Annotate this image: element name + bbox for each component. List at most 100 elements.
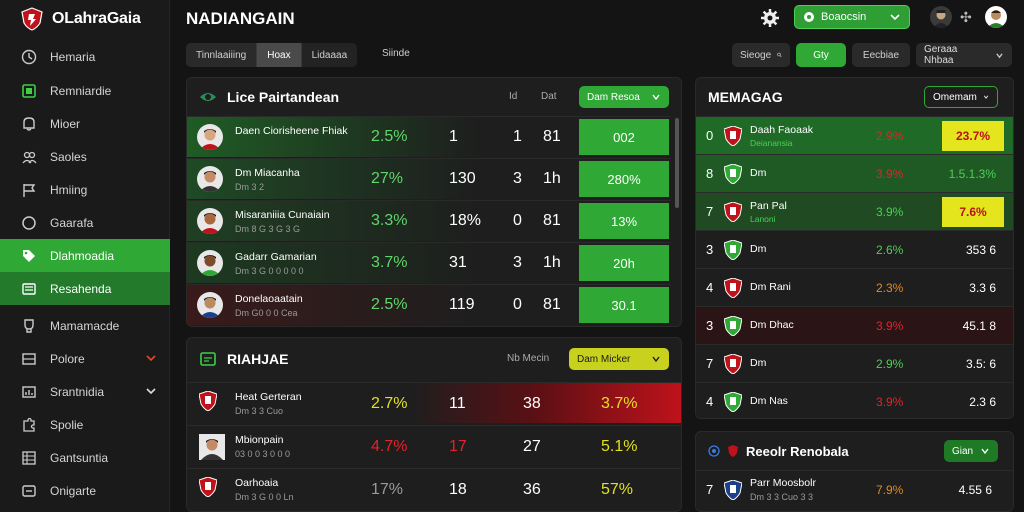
match-sub: Dm 3 3 Cuo xyxy=(235,406,284,416)
panel-header: Reeolr Renobala Gian xyxy=(696,432,1013,470)
sidebar-item-remniardie[interactable]: Remniardie xyxy=(0,74,170,107)
user-avatar[interactable] xyxy=(985,6,1007,28)
panel-filter-button[interactable]: Gian xyxy=(944,440,998,462)
player-name[interactable]: Dm Miacanha xyxy=(235,167,300,179)
player-name[interactable]: Gadarr Gamarian xyxy=(235,251,317,263)
add-icon[interactable]: ✣ xyxy=(960,9,972,25)
avatar[interactable] xyxy=(930,6,952,28)
segment-option-active[interactable]: Hoax xyxy=(257,43,302,67)
league-select[interactable]: Boaocsin xyxy=(794,5,910,29)
table-row[interactable]: 0 Daah Faoaak Deianansia 2.9% 23.7% xyxy=(696,116,1013,154)
sidebar-item-saoles[interactable]: Saoles xyxy=(0,140,170,173)
team-name[interactable]: Daah Faoaak xyxy=(750,124,814,136)
sidebar-item-resahenda[interactable]: Resahenda xyxy=(0,272,170,305)
sidebar-item-spolie[interactable]: Spolie xyxy=(0,408,170,441)
table-row[interactable]: Mbionpain 03 0 0 3 0 0 0 4.7% 17 27 5.1% xyxy=(187,425,681,466)
segment-option[interactable]: Tinnlaaiiing xyxy=(186,43,258,67)
player-stat-a: 130 xyxy=(449,170,476,187)
match-name[interactable]: Oarhoaia xyxy=(235,477,279,489)
team-name[interactable]: Pan Pal xyxy=(750,200,787,212)
filter-dropdown[interactable]: Geraaa Nhbaa xyxy=(916,43,1012,67)
player-stat-c: 81 xyxy=(543,212,561,229)
globe-icon xyxy=(708,445,720,457)
sidebar-item-onigarte[interactable]: Onigarte xyxy=(0,474,170,507)
sidebar-item-srantnidia[interactable]: Srantnidia xyxy=(0,375,170,408)
table-row[interactable]: 3 Dm Dhac 3.9% 45.1 8 xyxy=(696,306,1013,344)
filter-button-active[interactable]: Gty xyxy=(796,43,846,67)
panel-header: Lice Pairtandean Id Dat Dam Resoa xyxy=(187,78,681,116)
table-row[interactable]: Daen Ciorisheene Fhiak 2.5% 1 1 81 002 xyxy=(187,116,671,157)
table-row[interactable]: 8 Dm 3.9% 1.5.1.3% xyxy=(696,154,1013,192)
table-row[interactable]: Oarhoaia Dm 3 G 0 0 Ln 17% 18 36 57% xyxy=(187,468,681,509)
avatar xyxy=(197,166,223,192)
filter-button[interactable]: Sieoge xyxy=(732,43,790,67)
table-row[interactable]: Heat Gerteran Dm 3 3 Cuo 2.7% 11 38 3.7% xyxy=(187,382,681,423)
filter-link[interactable]: Siinde xyxy=(382,48,410,59)
table-row[interactable]: 4 Dm Rani 2.3% 3.3 6 xyxy=(696,268,1013,306)
panel-filter-button[interactable]: Omemam xyxy=(924,86,998,108)
puzzle-icon xyxy=(20,416,38,434)
match-name[interactable]: Heat Gerteran xyxy=(235,391,302,403)
sidebar-item-gantsuntia[interactable]: Gantsuntia xyxy=(0,441,170,474)
sidebar-item-hmiing[interactable]: Hmiing xyxy=(0,173,170,206)
team-name[interactable]: Dm xyxy=(750,243,767,255)
player-pct: 27% xyxy=(371,170,404,187)
match-stat-b: 36 xyxy=(523,481,541,498)
filter-dropdown[interactable]: Eecbiae xyxy=(852,43,910,67)
team-name[interactable]: Dm Rani xyxy=(750,281,791,293)
table-row[interactable]: 7 Dm 2.9% 3.5: 6 xyxy=(696,344,1013,382)
chevron-down-icon[interactable] xyxy=(144,351,158,365)
panel-title: Reeolr Renobala xyxy=(746,443,849,459)
panel-filter-button[interactable]: Dam Resoa xyxy=(579,86,669,108)
rank-number: 0 xyxy=(706,128,714,143)
team-pct: 3.9% xyxy=(876,319,904,333)
chevron-down-icon xyxy=(996,52,1003,58)
player-name[interactable]: Daen Ciorisheene Fhiak xyxy=(235,125,348,137)
table-row[interactable]: Dm Miacanha Dm 3 2 27% 130 3 1h 280% xyxy=(187,158,671,199)
sidebar-item-label: Onigarte xyxy=(50,483,97,498)
segment-option[interactable]: Lidaaaa xyxy=(301,43,358,67)
sidebar-item-gaarafa[interactable]: Gaarafa xyxy=(0,206,170,239)
sidebar-item-mamamacde[interactable]: Mamamacde xyxy=(0,309,170,342)
chevron-down-icon[interactable] xyxy=(144,384,158,398)
scrollbar[interactable] xyxy=(675,118,679,208)
sidebar-item-polore[interactable]: Polore xyxy=(0,342,170,375)
player-name[interactable]: Misaraniiia Cunaiain xyxy=(235,209,330,221)
team-name[interactable]: Parr Moosbolr xyxy=(750,477,816,489)
panel-filter-label: Dam Micker xyxy=(577,353,631,365)
team-value: 4.55 6 xyxy=(958,483,992,497)
chart-icon xyxy=(20,383,38,401)
table-row[interactable]: 4 Dm Nas 3.9% 2.3 6 xyxy=(696,382,1013,418)
team-name[interactable]: Dm Dhac xyxy=(750,319,794,331)
panel-filter-button[interactable]: Dam Micker xyxy=(569,348,669,370)
sidebar-item-label: Resahenda xyxy=(50,281,112,296)
sidebar-item-hemaria[interactable]: Hemaria xyxy=(0,40,170,74)
table-row[interactable]: Donelaoaatain Dm G0 0 0 Cea 2.5% 119 0 81 30.1 xyxy=(187,284,671,325)
team-name[interactable]: Dm xyxy=(750,167,767,179)
panel-title: MEMAGAG xyxy=(708,89,783,105)
table-row[interactable]: 3 Dm 2.6% 353 6 xyxy=(696,230,1013,268)
brand-name: OLahraGaia xyxy=(52,10,141,27)
player-sub: Dm G0 0 0 Cea xyxy=(235,308,298,318)
team-name[interactable]: Dm Nas xyxy=(750,395,788,407)
circle-icon xyxy=(20,214,38,232)
panel-filter-label: Dam Resoa xyxy=(587,91,640,103)
sidebar-item-dlahmoadia[interactable]: Dlahmoadia xyxy=(0,239,170,272)
player-stat-a: 1 xyxy=(449,128,458,145)
brand[interactable]: OLahraGaia xyxy=(0,0,169,38)
match-name[interactable]: Mbionpain xyxy=(235,434,284,446)
table-row[interactable]: 7 Parr Moosbolr Dm 3 3 Cuo 3 3 7.9% 4.55 6 xyxy=(696,470,1013,508)
table-row[interactable]: Misaraniiia Cunaiain Dm 8 G 3 G 3 G 3.3% 18… xyxy=(187,200,671,241)
player-stat-b: 0 xyxy=(513,212,522,229)
player-stat-b: 3 xyxy=(513,254,522,271)
sidebar-item-mioer[interactable]: Mioer xyxy=(0,107,170,140)
table-row[interactable]: Gadarr Gamarian Dm 3 G 0 0 0 0 0 3.7% 31 3 1h… xyxy=(187,242,671,283)
player-name[interactable]: Donelaoaatain xyxy=(235,293,303,305)
team-pct: 2.3% xyxy=(876,281,904,295)
team-pct: 3.9% xyxy=(876,395,904,409)
table-row[interactable]: 7 Pan Pal Lanoni 3.9% 7.6% xyxy=(696,192,1013,230)
match-stat-a: 11 xyxy=(449,395,466,412)
gear-icon[interactable] xyxy=(760,8,780,28)
team-name[interactable]: Dm xyxy=(750,357,767,369)
player-stat-c: 1h xyxy=(543,254,561,271)
